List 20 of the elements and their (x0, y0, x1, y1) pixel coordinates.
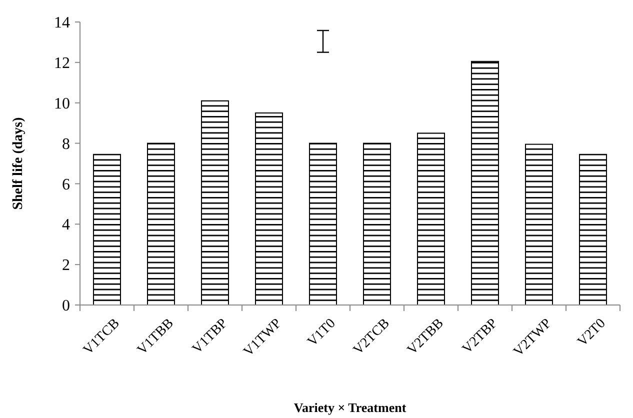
y-tick-label: 0 (62, 298, 70, 315)
bar (579, 154, 607, 306)
bar (363, 142, 391, 306)
bar (471, 60, 499, 306)
bar (255, 112, 283, 306)
y-tick-label: 2 (62, 257, 70, 274)
bar (201, 100, 229, 306)
y-tick-label: 4 (62, 216, 70, 234)
y-tick-label: 10 (54, 95, 70, 112)
y-tick-label: 6 (62, 176, 70, 194)
bar (417, 132, 445, 306)
bar (525, 144, 553, 306)
y-tick-label: 12 (54, 55, 70, 72)
bar (309, 142, 337, 306)
y-tick-label: 14 (54, 14, 70, 32)
y-axis-title: Shelf life (days) (11, 116, 26, 210)
y-tick-label: 8 (62, 136, 70, 153)
bar (147, 142, 175, 306)
x-axis-title: Variety × Treatment (294, 400, 407, 415)
bar (93, 154, 121, 306)
